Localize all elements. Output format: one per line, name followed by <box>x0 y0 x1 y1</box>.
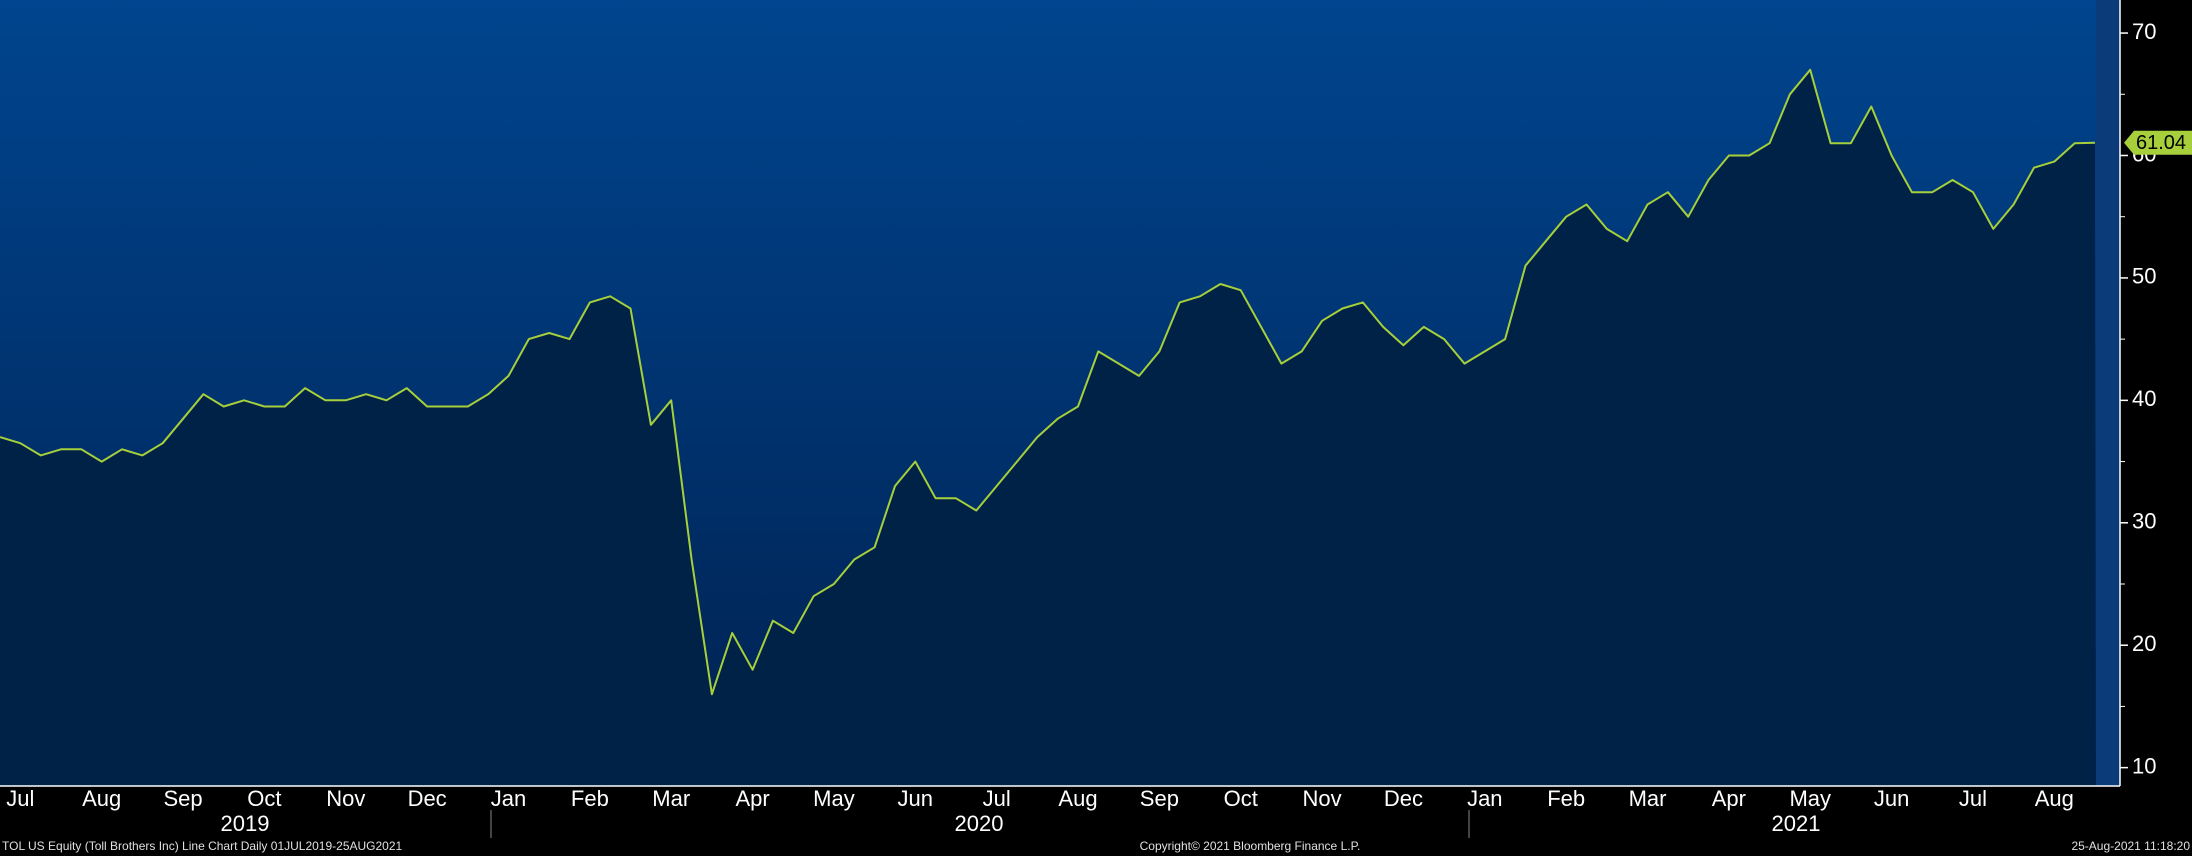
x-tick-label: Aug <box>1058 786 1097 811</box>
x-tick-label: Jul <box>6 786 34 811</box>
year-label: 2021 <box>1772 811 1821 836</box>
x-tick-label: Mar <box>652 786 690 811</box>
x-tick-label: Dec <box>1384 786 1423 811</box>
x-tick-label: Jan <box>1467 786 1502 811</box>
x-tick-label: May <box>1789 786 1831 811</box>
x-tick-label: Feb <box>1547 786 1585 811</box>
x-tick-label: Sep <box>1140 786 1179 811</box>
x-tick-label: Dec <box>408 786 447 811</box>
y-tick-label: 70 <box>2132 19 2156 44</box>
x-tick-label: Feb <box>571 786 609 811</box>
value-label-box <box>2124 130 2192 155</box>
y-tick-label: 10 <box>2132 753 2156 778</box>
plot <box>0 68 2096 787</box>
x-tick-label: May <box>813 786 855 811</box>
x-tick-label: Jun <box>898 786 933 811</box>
x-tick-label: Sep <box>163 786 202 811</box>
x-tick-label: Jun <box>1874 786 1909 811</box>
line <box>0 68 2096 696</box>
chart-title: TOL US Equity (Toll Brothers Inc) Line C… <box>2 839 403 853</box>
x-tick-label: Oct <box>1224 786 1258 811</box>
y-tick-label: 30 <box>2132 509 2156 534</box>
year-label: 2020 <box>955 811 1004 836</box>
x-tick-label: Aug <box>82 786 121 811</box>
timestamp: 25-Aug-2021 11:18:20 <box>2071 839 2190 853</box>
y-tick-label: 40 <box>2132 386 2156 411</box>
x-tick-label: Jul <box>983 786 1011 811</box>
value-label: 61.04 <box>2136 132 2186 154</box>
future-strip <box>2096 0 2120 786</box>
x-tick-label: Jan <box>491 786 526 811</box>
x-tick-label: Apr <box>1712 786 1746 811</box>
copyright: Copyright© 2021 Bloomberg Finance L.P. <box>1140 839 1361 853</box>
x-tick-label: Oct <box>247 786 281 811</box>
x-tick-label: Apr <box>735 786 769 811</box>
x-tick-label: Mar <box>1629 786 1667 811</box>
x-tick-label: Aug <box>2035 786 2074 811</box>
y-tick-label: 50 <box>2132 264 2156 289</box>
x-tick-label: Jul <box>1959 786 1987 811</box>
y-tick-label: 20 <box>2132 631 2156 656</box>
x-tick-label: Nov <box>326 786 365 811</box>
x-tick-label: Nov <box>1303 786 1342 811</box>
year-label: 2019 <box>221 811 270 836</box>
